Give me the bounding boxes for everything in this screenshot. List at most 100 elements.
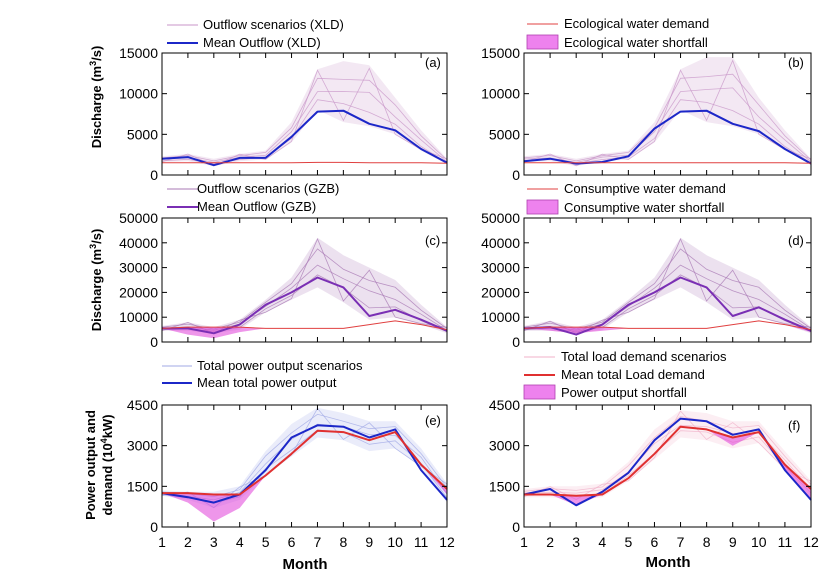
x-tick-label-e: 12 [439, 534, 455, 550]
y-tick-label-c: 20000 [119, 284, 158, 300]
y-tick-label-e: 0 [150, 519, 158, 535]
y-tick-label-b: 0 [512, 167, 520, 183]
shortfall-area-c [162, 320, 447, 339]
y-tick-label-d: 20000 [481, 284, 520, 300]
plot-frame-f [523, 404, 812, 528]
legend-label-consumptive-water-shortfall: Consumptive water shortfall [564, 200, 725, 215]
plot-frame-d [523, 217, 812, 343]
y-tick-label-f: 4500 [489, 397, 520, 413]
legend-b: Ecological water demand Ecological water… [526, 16, 709, 50]
x-tick-label-f: 2 [546, 534, 554, 550]
x-tick-label-f: 12 [803, 534, 819, 550]
scenario-band-a [162, 61, 447, 167]
series-line-d-consumptive-water-demand [523, 320, 812, 331]
scenario-line-b-3 [523, 59, 812, 167]
legend-label-outflow-scenarios-xld: Outflow scenarios (XLD) [203, 17, 344, 32]
y-tick-label-f: 0 [512, 519, 520, 535]
legend-label-consumptive-water-demand: Consumptive water demand [564, 181, 726, 196]
x-tick-label-f: 7 [677, 534, 685, 550]
y-tick-label-c: 10000 [119, 309, 158, 325]
series-line-c-consumptive-water-demand [161, 320, 448, 331]
series-line-c-mean-outflow-gzb [162, 276, 448, 335]
y-tick-label-e: 1500 [127, 478, 158, 494]
scenario-line-a-1 [161, 91, 448, 163]
y-tick-label-c: 50000 [119, 210, 158, 226]
x-tick-label-f: 6 [651, 534, 659, 550]
y-tick-label-a: 0 [150, 167, 158, 183]
y-tick-label-e: 4500 [127, 397, 158, 413]
legend-swatch-consumptive-water-shortfall [526, 199, 559, 215]
plot-frame-a [161, 52, 448, 176]
plot-frame-c [161, 217, 448, 343]
panel-c: 0 10000 20000 30000 40000 50000 [119, 210, 448, 350]
y-axis-title-c: Discharge (m3/s) [88, 229, 104, 332]
scenario-line-f-2 [523, 415, 812, 492]
legend-label-mean-outflow-gzb: Mean Outflow (GZB) [197, 199, 316, 214]
y-tick-label-a: 10000 [119, 86, 158, 102]
legend-c: Outflow scenarios (GZB) Mean Outflow (GZ… [167, 181, 339, 214]
y-axis-title-a: Discharge (m3/s) [88, 46, 104, 149]
scenario-band-f [524, 410, 811, 500]
x-tick-label-f: 1 [520, 534, 528, 550]
y-tick-label-d: 30000 [481, 260, 520, 276]
y-tick-label-c: 0 [150, 334, 158, 350]
legend-label-ecological-water-demand: Ecological water demand [564, 16, 709, 31]
y-tick-label-d: 0 [512, 334, 520, 350]
y-tick-label-c: 40000 [119, 235, 158, 251]
panel-b: 0 5000 10000 15000 [481, 45, 812, 183]
x-tick-label-f: 11 [778, 534, 793, 550]
scenario-line-a-2 [161, 77, 448, 162]
legend-d: Consumptive water demand Consumptive wat… [526, 181, 726, 215]
legend-swatch-power-output-shortfall [523, 384, 556, 400]
x-tick-label-e: 3 [210, 534, 218, 550]
legend-label-mean-outflow-xld: Mean Outflow (XLD) [203, 35, 321, 50]
x-tick-label-e: 7 [314, 534, 322, 550]
scenario-band-e [162, 407, 447, 508]
x-tick-label-f: 3 [572, 534, 580, 550]
legend-e: Total power output scenarios Mean total … [162, 358, 363, 390]
panel-label-e: (e) [425, 413, 441, 428]
x-tick-label-e: 9 [365, 534, 373, 550]
series-line-f-mean-total-load-demand [524, 425, 812, 497]
panel-label-f: (f) [788, 418, 800, 433]
panel-label-c: (c) [425, 233, 440, 248]
series-line-e-total-load-demand [162, 429, 448, 496]
plot-frame-e [161, 404, 448, 528]
panel-label-b: (b) [788, 55, 804, 70]
legend-label-total-load-demand-scenarios: Total load demand scenarios [561, 349, 727, 364]
x-tick-label-e: 5 [262, 534, 270, 550]
scenario-line-b-2 [523, 73, 812, 162]
x-tick-label-e: 1 [158, 534, 166, 550]
series-line-a-mean-outflow-xld [161, 109, 448, 167]
legend-a: Outflow scenarios (XLD) Mean Outflow (XL… [167, 17, 344, 50]
y-tick-label-d: 40000 [481, 235, 520, 251]
y-axis-title-e-line2: demand (104kW) [99, 414, 115, 515]
plot-frame-b [523, 52, 812, 176]
legend-label-ecological-water-shortfall: Ecological water shortfall [564, 35, 708, 50]
x-tick-label-e: 6 [288, 534, 296, 550]
x-tick-label-f: 8 [703, 534, 711, 550]
legend-label-mean-total-power-output: Mean total power output [197, 375, 337, 390]
y-tick-label-a: 15000 [119, 45, 158, 61]
x-tick-label-f: 10 [751, 534, 767, 550]
x-tick-label-e: 11 [414, 534, 429, 550]
x-tick-label-f: 9 [729, 534, 737, 550]
y-tick-label-f: 1500 [489, 478, 520, 494]
y-tick-label-b: 5000 [489, 126, 520, 142]
x-tick-label-e: 8 [339, 534, 347, 550]
panel-label-a: (a) [425, 55, 441, 70]
legend-label-power-output-shortfall: Power output shortfall [561, 385, 687, 400]
panel-label-d: (d) [788, 233, 804, 248]
legend-f: Total load demand scenarios Mean total L… [523, 349, 727, 400]
legend-label-mean-total-load-demand: Mean total Load demand [561, 367, 705, 382]
y-tick-label-f: 3000 [489, 438, 520, 454]
y-tick-label-b: 10000 [481, 86, 520, 102]
y-tick-label-b: 15000 [481, 45, 520, 61]
x-axis-title-e: Month [283, 556, 328, 573]
x-tick-label-f: 5 [624, 534, 632, 550]
y-tick-label-a: 5000 [127, 126, 158, 142]
y-tick-label-d: 10000 [481, 309, 520, 325]
